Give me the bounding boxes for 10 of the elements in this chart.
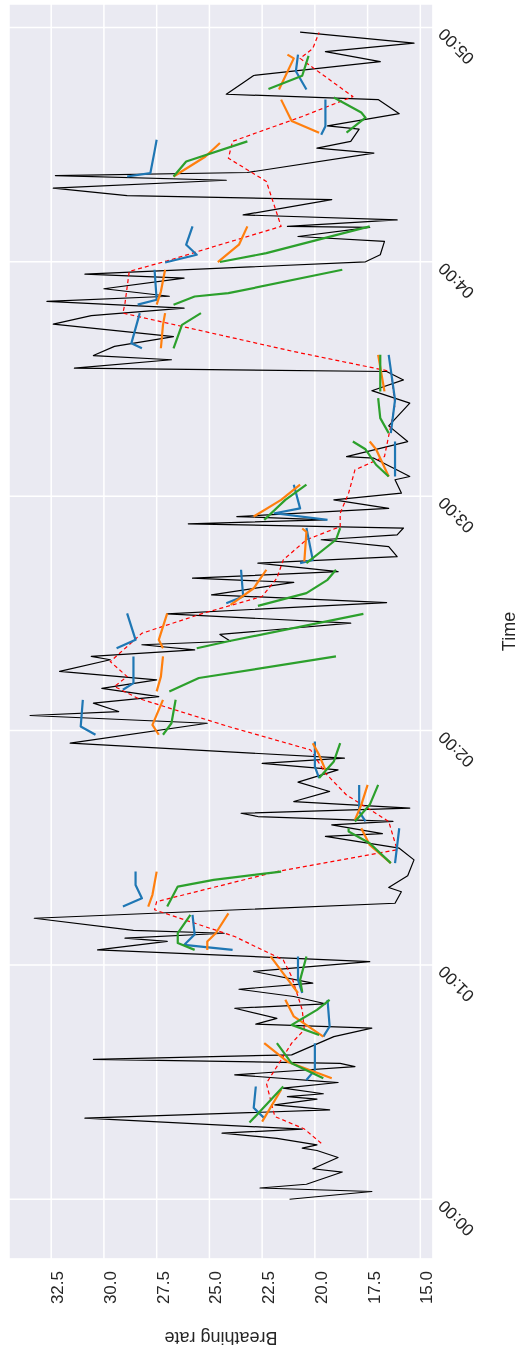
x-tick-label: 22.5 <box>259 1271 279 1305</box>
x-tick-label: 15.0 <box>417 1271 437 1305</box>
x-tick-label: 17.5 <box>364 1271 384 1305</box>
x-axis-title: Breathing rate <box>164 1328 278 1348</box>
y-axis-title: Time <box>499 611 517 652</box>
x-tick-label: 30.0 <box>101 1271 120 1305</box>
x-tick-label: 32.5 <box>48 1271 68 1305</box>
x-tick-label: 25.0 <box>206 1271 226 1305</box>
x-tick-label: 27.5 <box>153 1271 173 1305</box>
x-tick-label: 20.0 <box>311 1271 331 1305</box>
